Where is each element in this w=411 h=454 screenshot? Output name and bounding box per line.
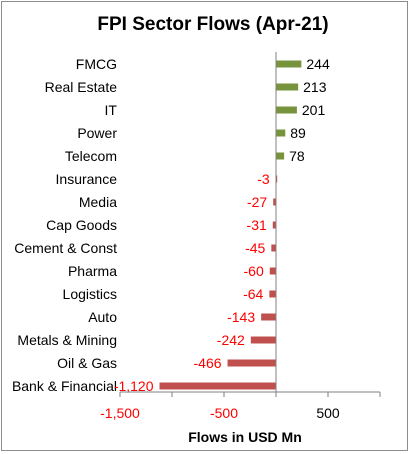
category-label-logistics: Logistics — [63, 286, 117, 302]
category-label-cap-goods: Cap Goods — [46, 217, 117, 233]
category-label-bank-financial: Bank & Financial — [12, 378, 117, 394]
category-label-power: Power — [77, 125, 117, 141]
category-label-fmcg: FMCG — [76, 56, 117, 72]
bar-media — [273, 198, 276, 206]
bar-fmcg — [276, 60, 302, 68]
x-axis: -1,500 -500 500 — [100, 52, 381, 421]
bar-telecom — [276, 152, 285, 160]
value-label-power: 89 — [290, 125, 306, 141]
x-tick-label: -1,500 — [100, 405, 140, 421]
bar-power — [276, 129, 286, 137]
value-label-metals-mining: -242 — [217, 332, 245, 348]
bar-bank-financial — [159, 382, 276, 390]
value-label-oil-gas: -466 — [194, 355, 222, 371]
bar-pharma — [269, 267, 276, 275]
value-label-telecom: 78 — [289, 148, 305, 164]
value-label-auto: -143 — [227, 309, 255, 325]
x-tick-label: 500 — [316, 405, 340, 421]
category-label-media: Media — [79, 194, 117, 210]
value-label-media: -27 — [247, 194, 267, 210]
category-label-metals-mining: Metals & Mining — [17, 332, 117, 348]
value-label-fmcg: 244 — [306, 56, 330, 72]
category-label-cement-const: Cement & Const — [14, 240, 117, 256]
bar-it — [276, 106, 297, 114]
value-label-real-estate: 213 — [303, 79, 327, 95]
bar-cap-goods — [272, 221, 276, 229]
bar-cement-const — [271, 244, 276, 252]
value-label-cement-const: -45 — [245, 240, 265, 256]
category-label-pharma: Pharma — [68, 263, 117, 279]
value-label-bank-financial: -1,120 — [114, 378, 154, 394]
value-label-pharma: -60 — [244, 263, 264, 279]
category-label-it: IT — [105, 102, 118, 118]
bar-logistics — [269, 290, 276, 298]
category-label-auto: Auto — [88, 309, 117, 325]
x-axis-title: Flows in USD Mn — [188, 429, 302, 445]
category-labels-group: FMCG Real Estate IT Power Telecom Insurance Me… — [12, 56, 117, 394]
value-label-insurance: -3 — [257, 171, 270, 187]
category-label-real-estate: Real Estate — [45, 79, 118, 95]
value-labels-group: 244 213 201 89 78 -3 -27 -31 -45 -60 -64 -143 -242 -4… — [114, 56, 330, 394]
bar-metals-mining — [250, 336, 276, 344]
value-label-cap-goods: -31 — [247, 217, 267, 233]
value-label-it: 201 — [302, 102, 326, 118]
category-label-insurance: Insurance — [56, 171, 118, 187]
category-label-oil-gas: Oil & Gas — [57, 355, 117, 371]
x-tick-label: -500 — [210, 405, 238, 421]
value-label-logistics: -64 — [243, 286, 263, 302]
chart-title: FPI Sector Flows (Apr-21) — [97, 14, 328, 35]
bar-oil-gas — [227, 359, 276, 367]
category-label-telecom: Telecom — [65, 148, 117, 164]
bar-auto — [261, 313, 276, 321]
bar-real-estate — [276, 83, 299, 91]
bars-group — [159, 60, 302, 390]
